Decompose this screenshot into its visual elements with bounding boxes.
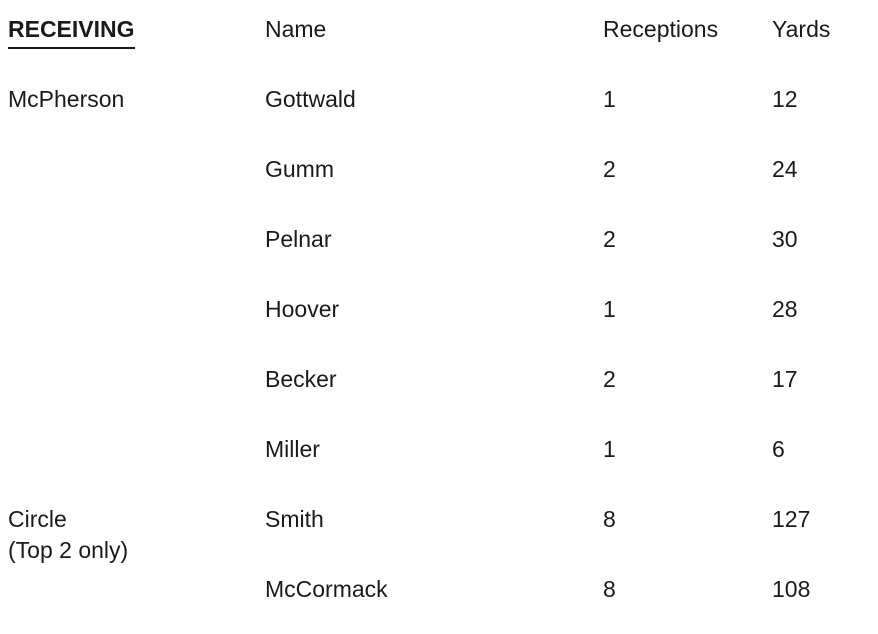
table-row: McPherson Gottwald 1 12 bbox=[8, 84, 878, 154]
player-yards: 108 bbox=[772, 576, 811, 602]
player-receptions: 1 bbox=[603, 86, 616, 112]
player-receptions: 1 bbox=[603, 436, 616, 462]
player-receptions: 1 bbox=[603, 296, 616, 322]
table-row: McCormack 8 108 bbox=[8, 574, 878, 634]
table-row: Hoover 1 28 bbox=[8, 294, 878, 364]
table-row: Becker 2 17 bbox=[8, 364, 878, 434]
table-row: Circle (Top 2 only) Smith 8 127 bbox=[8, 504, 878, 574]
section-title: RECEIVING bbox=[8, 14, 135, 49]
player-yards: 24 bbox=[772, 156, 798, 182]
player-receptions: 2 bbox=[603, 226, 616, 252]
player-receptions: 8 bbox=[603, 576, 616, 602]
player-name: Gumm bbox=[265, 156, 334, 182]
player-receptions: 8 bbox=[603, 506, 616, 532]
section-heading-cell: RECEIVING bbox=[8, 14, 265, 49]
player-receptions: 2 bbox=[603, 366, 616, 392]
column-header-name: Name bbox=[265, 16, 327, 42]
player-name: Smith bbox=[265, 506, 324, 532]
player-name: Becker bbox=[265, 366, 337, 392]
player-name: Miller bbox=[265, 436, 320, 462]
player-yards: 30 bbox=[772, 226, 798, 252]
player-yards: 28 bbox=[772, 296, 798, 322]
player-name: McCormack bbox=[265, 576, 388, 602]
table-header-row: RECEIVING Name Receptions Yards bbox=[8, 14, 878, 84]
player-name: Hoover bbox=[265, 296, 340, 322]
column-header-yards: Yards bbox=[772, 16, 831, 42]
table-row: Miller 1 6 bbox=[8, 434, 878, 504]
player-yards: 17 bbox=[772, 366, 798, 392]
team-label: McPherson bbox=[8, 86, 125, 112]
team-label: Circle bbox=[8, 506, 67, 532]
table-row: Gumm 2 24 bbox=[8, 154, 878, 224]
team-note: (Top 2 only) bbox=[8, 537, 129, 563]
column-header-receptions: Receptions bbox=[603, 16, 719, 42]
player-receptions: 2 bbox=[603, 156, 616, 182]
table-row: Pelnar 2 30 bbox=[8, 224, 878, 294]
player-name: Pelnar bbox=[265, 226, 332, 252]
player-yards: 127 bbox=[772, 506, 811, 532]
player-yards: 12 bbox=[772, 86, 798, 112]
player-yards: 6 bbox=[772, 436, 785, 462]
team-label-group: Circle (Top 2 only) bbox=[8, 504, 265, 566]
player-name: Gottwald bbox=[265, 86, 356, 112]
